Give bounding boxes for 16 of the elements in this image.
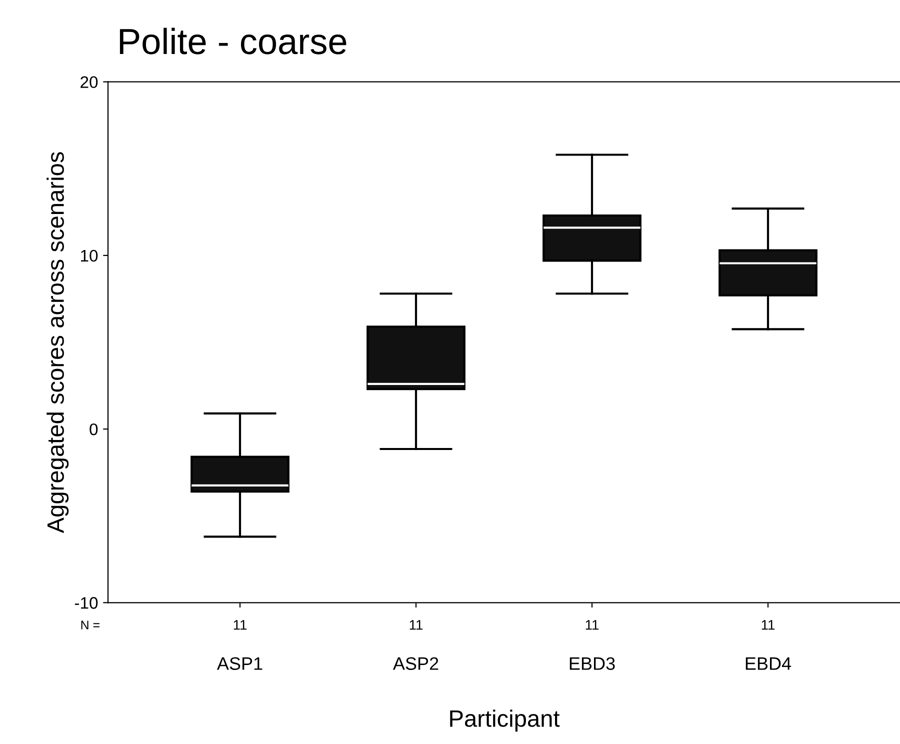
x-tick-label: ASP1 xyxy=(216,657,262,670)
annotation: 11 xyxy=(586,620,599,630)
x-axis-title: Participant xyxy=(450,710,560,732)
annotation: 11 xyxy=(234,620,247,630)
y-tick-label: 20 xyxy=(80,76,98,88)
x-tick-label: EBD4 xyxy=(746,657,792,670)
annotation: 11 xyxy=(762,620,775,630)
y-tick-label: -10 xyxy=(74,597,98,609)
annotation: 11 xyxy=(410,620,423,630)
y-axis-title: Aggregated scores across scenarios xyxy=(46,152,69,534)
chart-title: Polite - coarse xyxy=(120,28,346,54)
x-tick-label: ASP2 xyxy=(392,657,438,670)
x-tick-label: EBD3 xyxy=(570,657,615,670)
y-tick-label: 10 xyxy=(81,250,98,262)
y-tick-label: 0 xyxy=(90,423,98,436)
text: N = xyxy=(81,620,100,630)
